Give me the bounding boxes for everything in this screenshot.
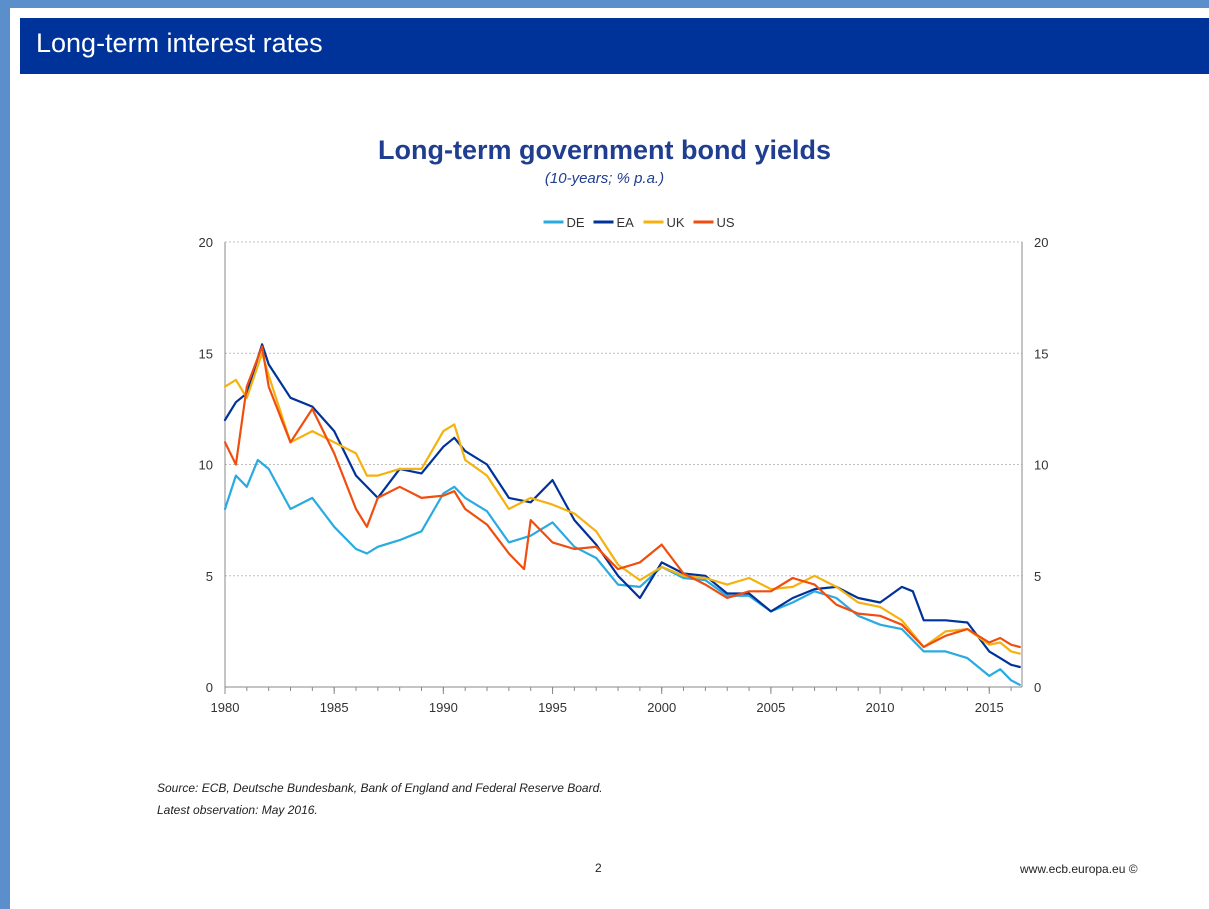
x-tick-label: 1985 (320, 700, 349, 715)
legend-label-us: US (717, 215, 735, 230)
x-tick-label: 2010 (866, 700, 895, 715)
x-tick-label: 1980 (211, 700, 240, 715)
source-note: Source: ECB, Deutsche Bundesbank, Bank o… (157, 781, 603, 795)
series-line-ea (223, 343, 1021, 669)
y-tick-label-right: 5 (1034, 569, 1041, 584)
chart-title: Long-term government bond yields (377, 135, 832, 165)
chart-legend: DE EA UK US (543, 215, 735, 230)
series-line-us (223, 345, 1021, 649)
y-tick-label-left: 10 (199, 458, 213, 473)
slide-title: Long-term interest rates (36, 28, 323, 58)
x-tick-label: 1995 (538, 700, 567, 715)
y-tick-label-left: 5 (206, 569, 213, 584)
y-tick-label-left: 0 (206, 680, 213, 695)
series-line-de (223, 458, 1021, 686)
y-tick-label-left: 15 (199, 346, 213, 361)
y-tick-label-left: 20 (199, 235, 213, 250)
x-tick-label: 2005 (756, 700, 785, 715)
legend-label-uk: UK (667, 215, 685, 230)
series-lines (223, 343, 1021, 686)
y-tick-label-right: 20 (1034, 235, 1048, 250)
latest-observation-note: Latest observation: May 2016. (157, 803, 318, 817)
website-link[interactable]: www.ecb.europa.eu © (1020, 862, 1138, 876)
legend-label-ea: EA (617, 215, 635, 230)
y-tick-label-right: 0 (1034, 680, 1041, 695)
x-tick-label: 2015 (975, 700, 1004, 715)
grid-lines (225, 241, 1022, 577)
header-bar: Long-term interest rates (20, 18, 1209, 74)
x-tick-label: 1990 (429, 700, 458, 715)
y-tick-label-right: 10 (1034, 458, 1048, 473)
y-tick-label-right: 15 (1034, 346, 1048, 361)
legend-label-de: DE (567, 215, 585, 230)
chart-subtitle: (10-years; % p.a.) (544, 170, 665, 187)
chart-axes: 0 0 5 5 10 10 15 15 20 20 1980 1985 1990 1995 2000 2005… (199, 235, 1049, 715)
page-number: 2 (595, 861, 602, 875)
series-line-uk (223, 352, 1021, 655)
x-tick-label: 2000 (647, 700, 676, 715)
